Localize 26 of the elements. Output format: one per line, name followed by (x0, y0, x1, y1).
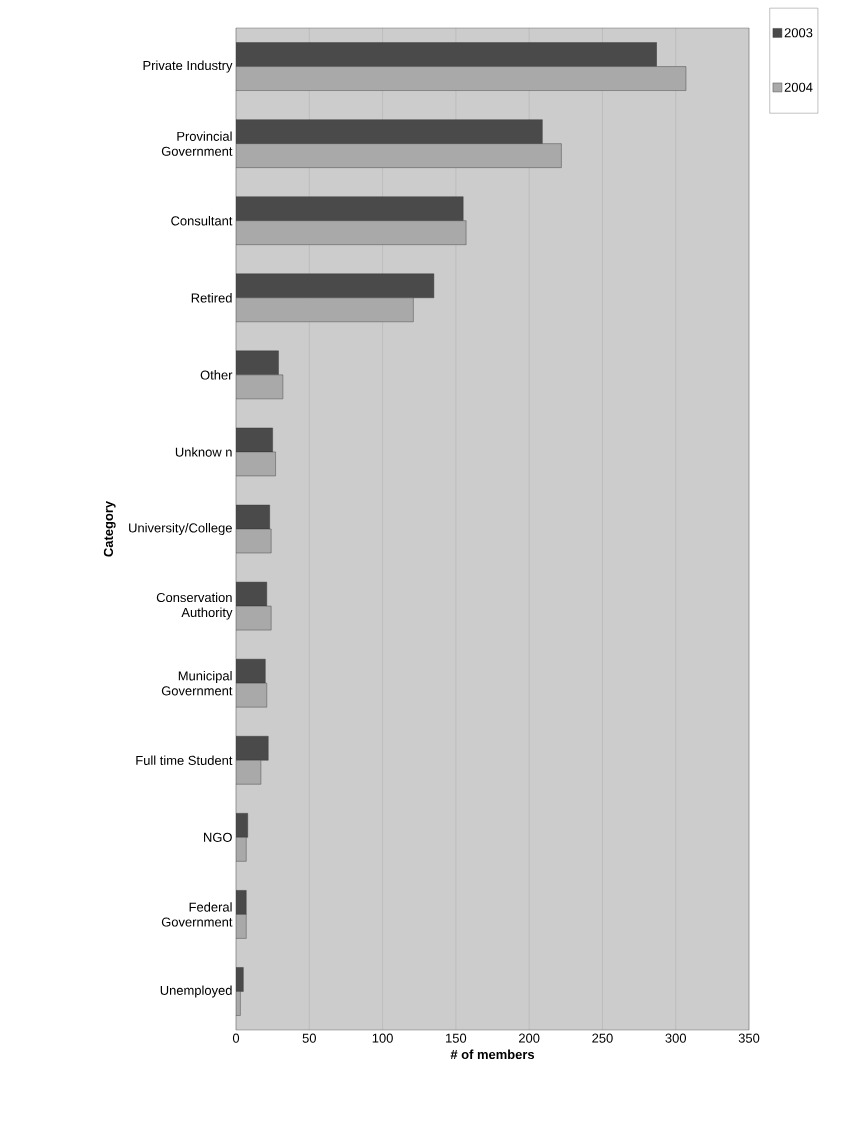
legend-label: 2003 (784, 28, 813, 38)
y-axis-title: Category (103, 501, 116, 557)
x-tick-label: 250 (592, 1033, 613, 1043)
y-tick-label: Federal Government (161, 902, 233, 927)
x-tick-label: 0 (232, 1033, 240, 1043)
y-tick-label: NGO (204, 832, 232, 842)
y-tick-label: Retired (191, 293, 232, 303)
y-tick-label: Unemployed (160, 985, 232, 998)
y-tick-label: Conservation Authority (156, 592, 233, 620)
y-tick-label: Unknow n (175, 447, 232, 457)
x-tick-label: 200 (519, 1033, 540, 1043)
legend-label: 2004 (784, 82, 813, 92)
y-tick-label: Full time Student (136, 755, 233, 765)
x-axis-title: # of members (450, 1049, 535, 1060)
y-tick-label: Municipal Government (161, 670, 233, 696)
bar (236, 682, 267, 708)
y-tick-label: Private Industry (143, 60, 233, 73)
x-tick-label: 350 (738, 1033, 760, 1043)
x-tick-label: 300 (665, 1033, 687, 1043)
y-tick-label: University/College (129, 522, 232, 536)
x-tick-label: 150 (446, 1033, 467, 1043)
x-tick-label: 100 (372, 1033, 393, 1043)
y-tick-label: Provincial Government (161, 131, 233, 156)
y-tick-label: Consultant (171, 215, 233, 226)
y-tick-label: Other (200, 370, 233, 380)
x-tick-label: 50 (302, 1033, 316, 1043)
